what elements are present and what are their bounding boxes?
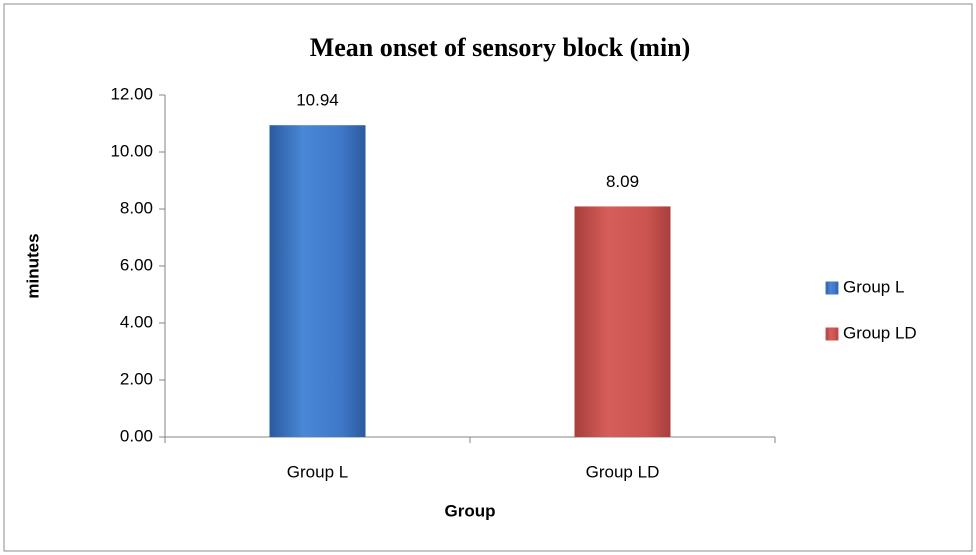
y-axis-label: minutes (23, 233, 42, 298)
y-tick-label: 6.00 (120, 255, 153, 274)
y-tick-label: 2.00 (120, 369, 153, 388)
y-tick-label: 4.00 (120, 312, 153, 331)
y-tick-label: 10.00 (110, 141, 153, 160)
chart-title: Mean onset of sensory block (min) (310, 33, 691, 62)
y-tick-label: 8.00 (120, 198, 153, 217)
legend-swatch (825, 281, 839, 295)
value-label: 8.09 (606, 172, 639, 191)
y-tick-label: 12.00 (110, 84, 153, 103)
value-label: 10.94 (296, 91, 339, 110)
bar (269, 125, 366, 438)
x-tick-label: Group L (287, 462, 348, 481)
x-tick-label: Group LD (586, 462, 660, 481)
legend-label: Group LD (843, 323, 917, 342)
bar (574, 206, 671, 437)
y-tick-label: 0.00 (120, 426, 153, 445)
x-axis-label: Group (445, 501, 496, 520)
legend-label: Group L (843, 277, 904, 296)
legend-swatch (825, 327, 839, 341)
